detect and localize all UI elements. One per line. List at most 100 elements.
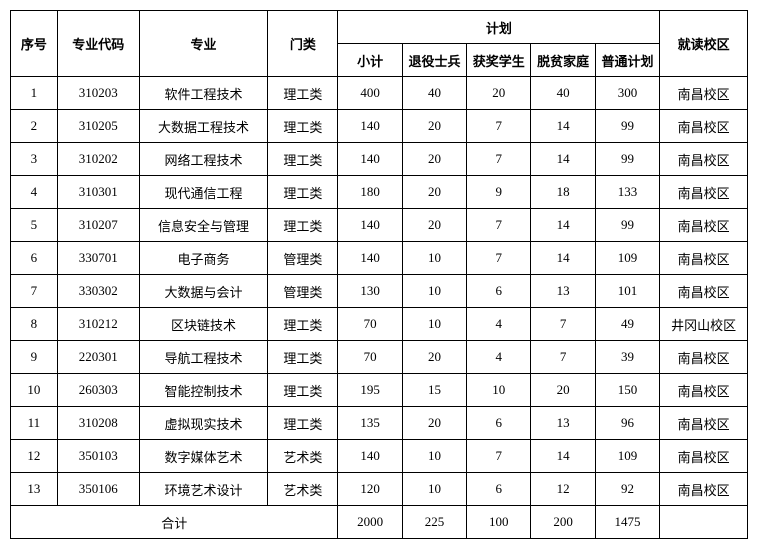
cell-category: 艺术类 (268, 473, 338, 506)
cell-seq: 6 (11, 242, 58, 275)
cell-awarded: 6 (467, 473, 531, 506)
cell-seq: 8 (11, 308, 58, 341)
table-row: 10260303智能控制技术理工类195151020150南昌校区 (11, 374, 748, 407)
cell-awarded: 20 (467, 77, 531, 110)
table-row: 13350106环境艺术设计艺术类1201061292南昌校区 (11, 473, 748, 506)
cell-subtotal: 70 (338, 341, 402, 374)
cell-seq: 3 (11, 143, 58, 176)
cell-major: 软件工程技术 (139, 77, 268, 110)
cell-seq: 9 (11, 341, 58, 374)
cell-general: 101 (595, 275, 659, 308)
cell-awarded: 10 (467, 374, 531, 407)
cell-general: 39 (595, 341, 659, 374)
cell-retired: 10 (402, 308, 466, 341)
cell-general: 150 (595, 374, 659, 407)
cell-general: 49 (595, 308, 659, 341)
cell-major: 大数据与会计 (139, 275, 268, 308)
cell-subtotal: 400 (338, 77, 402, 110)
cell-poverty: 13 (531, 275, 595, 308)
cell-campus: 南昌校区 (660, 440, 748, 473)
cell-subtotal: 140 (338, 242, 402, 275)
cell-subtotal: 140 (338, 440, 402, 473)
header-category: 门类 (268, 11, 338, 77)
cell-retired: 20 (402, 176, 466, 209)
cell-poverty: 40 (531, 77, 595, 110)
table-header: 序号 专业代码 专业 门类 计划 就读校区 小计 退役士兵 获奖学生 脱贫家庭 … (11, 11, 748, 77)
header-seq: 序号 (11, 11, 58, 77)
cell-campus: 南昌校区 (660, 374, 748, 407)
cell-poverty: 20 (531, 374, 595, 407)
cell-seq: 4 (11, 176, 58, 209)
table-row: 11310208虚拟现实技术理工类1352061396南昌校区 (11, 407, 748, 440)
cell-awarded: 7 (467, 209, 531, 242)
cell-seq: 5 (11, 209, 58, 242)
cell-category: 理工类 (268, 176, 338, 209)
header-awarded: 获奖学生 (467, 44, 531, 77)
cell-major: 信息安全与管理 (139, 209, 268, 242)
cell-seq: 7 (11, 275, 58, 308)
cell-major: 虚拟现实技术 (139, 407, 268, 440)
cell-code: 310205 (57, 110, 139, 143)
cell-subtotal: 195 (338, 374, 402, 407)
cell-retired: 20 (402, 143, 466, 176)
cell-code: 350103 (57, 440, 139, 473)
cell-code: 330302 (57, 275, 139, 308)
cell-category: 理工类 (268, 407, 338, 440)
header-poverty: 脱贫家庭 (531, 44, 595, 77)
cell-subtotal: 70 (338, 308, 402, 341)
header-general: 普通计划 (595, 44, 659, 77)
cell-retired: 10 (402, 473, 466, 506)
cell-general: 109 (595, 440, 659, 473)
cell-awarded: 9 (467, 176, 531, 209)
table-row: 2310205大数据工程技术理工类1402071499南昌校区 (11, 110, 748, 143)
cell-seq: 12 (11, 440, 58, 473)
cell-code: 310207 (57, 209, 139, 242)
cell-campus: 井冈山校区 (660, 308, 748, 341)
cell-general: 96 (595, 407, 659, 440)
cell-poverty: 14 (531, 440, 595, 473)
cell-awarded: 7 (467, 143, 531, 176)
cell-general: 133 (595, 176, 659, 209)
cell-subtotal: 120 (338, 473, 402, 506)
table-row: 8310212区块链技术理工类70104749井冈山校区 (11, 308, 748, 341)
cell-general: 99 (595, 110, 659, 143)
cell-category: 理工类 (268, 143, 338, 176)
cell-category: 管理类 (268, 242, 338, 275)
cell-poverty: 14 (531, 242, 595, 275)
cell-subtotal: 130 (338, 275, 402, 308)
cell-code: 310203 (57, 77, 139, 110)
cell-general: 99 (595, 209, 659, 242)
cell-poverty: 14 (531, 110, 595, 143)
cell-awarded: 6 (467, 407, 531, 440)
enrollment-plan-table: 序号 专业代码 专业 门类 计划 就读校区 小计 退役士兵 获奖学生 脱贫家庭 … (10, 10, 748, 539)
header-code: 专业代码 (57, 11, 139, 77)
cell-major: 电子商务 (139, 242, 268, 275)
cell-poverty: 14 (531, 143, 595, 176)
cell-retired: 40 (402, 77, 466, 110)
cell-seq: 1 (11, 77, 58, 110)
total-subtotal: 2000 (338, 506, 402, 539)
cell-code: 350106 (57, 473, 139, 506)
cell-category: 理工类 (268, 374, 338, 407)
cell-code: 310202 (57, 143, 139, 176)
cell-campus: 南昌校区 (660, 143, 748, 176)
total-poverty: 200 (531, 506, 595, 539)
cell-category: 理工类 (268, 110, 338, 143)
cell-campus: 南昌校区 (660, 176, 748, 209)
cell-campus: 南昌校区 (660, 275, 748, 308)
cell-code: 310212 (57, 308, 139, 341)
table-row: 7330302大数据与会计管理类13010613101南昌校区 (11, 275, 748, 308)
total-campus (660, 506, 748, 539)
cell-major: 网络工程技术 (139, 143, 268, 176)
table-row: 1310203软件工程技术理工类400402040300南昌校区 (11, 77, 748, 110)
cell-category: 艺术类 (268, 440, 338, 473)
cell-general: 109 (595, 242, 659, 275)
cell-category: 理工类 (268, 308, 338, 341)
cell-campus: 南昌校区 (660, 209, 748, 242)
table-row: 9220301导航工程技术理工类70204739南昌校区 (11, 341, 748, 374)
table-body: 1310203软件工程技术理工类400402040300南昌校区2310205大… (11, 77, 748, 506)
table-row: 3310202网络工程技术理工类1402071499南昌校区 (11, 143, 748, 176)
header-retired: 退役士兵 (402, 44, 466, 77)
cell-major: 大数据工程技术 (139, 110, 268, 143)
cell-retired: 10 (402, 440, 466, 473)
